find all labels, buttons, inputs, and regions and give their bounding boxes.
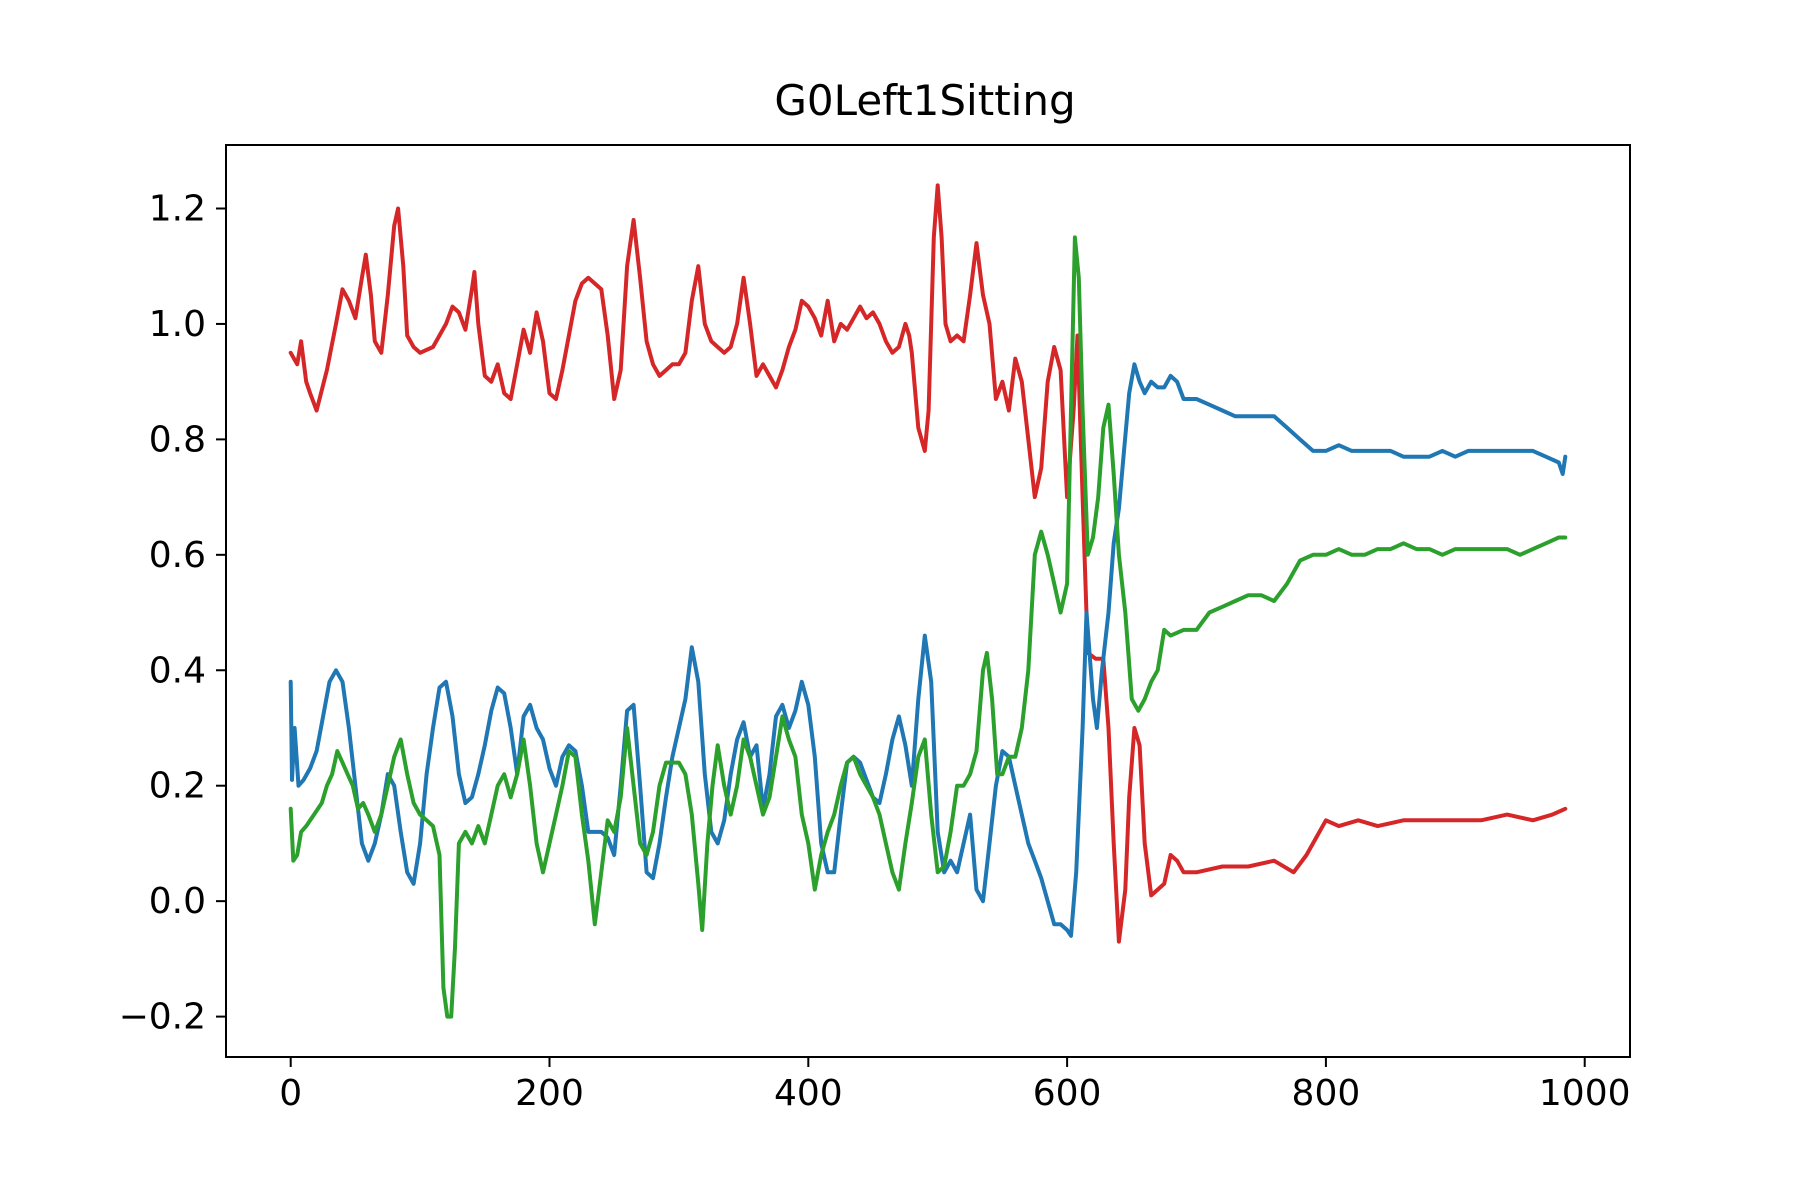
plot-frame bbox=[225, 144, 1631, 1058]
x-axis: 0 200 400 600 800 1000 bbox=[279, 1057, 1631, 1114]
series-red-line bbox=[288, 183, 1568, 944]
x-tick-label: 0 bbox=[279, 1073, 302, 1114]
series-green-line bbox=[288, 235, 1568, 1019]
series-layer bbox=[288, 183, 1568, 1019]
x-tick-label: 600 bbox=[1033, 1073, 1102, 1114]
y-tick-label: 1.2 bbox=[149, 188, 206, 229]
x-tick-label: 400 bbox=[774, 1073, 843, 1114]
x-tick-label: 1000 bbox=[1539, 1073, 1631, 1114]
chart-title: G0Left1Sitting bbox=[774, 76, 1075, 125]
x-tick-label: 800 bbox=[1292, 1073, 1361, 1114]
y-tick-label: 0.2 bbox=[149, 766, 206, 807]
y-tick-label: 0.4 bbox=[149, 650, 206, 691]
y-tick-label: 0.6 bbox=[149, 535, 206, 576]
y-tick-label: −0.2 bbox=[119, 997, 206, 1038]
y-tick-label: 1.0 bbox=[149, 304, 206, 345]
y-axis: −0.2 0.0 0.2 0.4 0.6 0.8 1.0 1.2 bbox=[119, 188, 226, 1038]
y-tick-label: 0.8 bbox=[149, 419, 206, 460]
y-tick-label: 0.0 bbox=[149, 881, 206, 922]
x-tick-label: 200 bbox=[515, 1073, 584, 1114]
series-blue-line bbox=[288, 362, 1568, 938]
